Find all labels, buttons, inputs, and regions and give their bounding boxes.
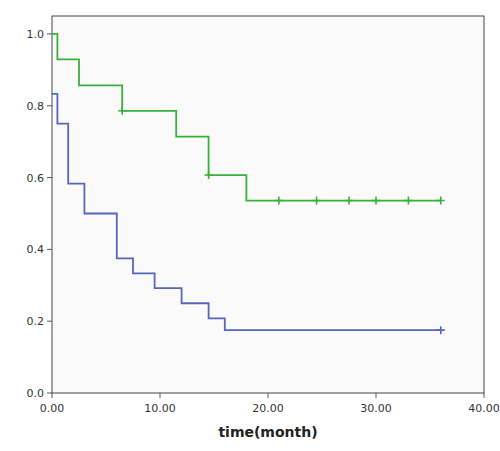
y-tick-label: 1.0 xyxy=(27,28,45,41)
x-tick-label: 20.00 xyxy=(252,402,284,415)
y-tick xyxy=(47,105,52,106)
y-tick xyxy=(47,393,52,394)
censor-mark xyxy=(275,197,283,205)
y-tick-label: 0.6 xyxy=(27,172,45,185)
x-tick-label: 40.00 xyxy=(468,402,500,415)
x-tick xyxy=(52,393,53,398)
x-tick xyxy=(484,393,485,398)
x-tick xyxy=(160,393,161,398)
x-tick-label: 10.00 xyxy=(144,402,176,415)
censor-mark xyxy=(313,197,321,205)
step-line xyxy=(52,34,441,201)
censor-mark xyxy=(345,197,353,205)
y-tick xyxy=(47,177,52,178)
y-tick-label: 0.2 xyxy=(27,315,45,328)
y-tick-label: 0.8 xyxy=(27,100,45,113)
censor-mark xyxy=(404,197,412,205)
censor-mark xyxy=(205,171,213,179)
y-tick xyxy=(47,249,52,250)
series-group xyxy=(52,34,445,334)
censor-mark xyxy=(437,326,445,334)
y-tick xyxy=(47,321,52,322)
x-axis-label: time(month) xyxy=(218,424,317,440)
censor-mark xyxy=(372,197,380,205)
y-tick-label: 0.4 xyxy=(27,243,45,256)
x-tick xyxy=(376,393,377,398)
y-tick-label: 0.0 xyxy=(27,387,45,400)
x-tick-label: 0.00 xyxy=(40,402,65,415)
x-tick-label: 30.00 xyxy=(360,402,392,415)
plot-frame xyxy=(52,16,484,393)
censor-mark xyxy=(437,197,445,205)
chart: 0.00 10.00 20.00 30.00 40.00 0.0 0.2 0.4 0.6 0.8 1… xyxy=(0,0,500,451)
y-tick xyxy=(47,33,52,34)
x-tick xyxy=(268,393,269,398)
censor-mark xyxy=(118,107,126,115)
plot-area xyxy=(52,16,484,393)
step-line xyxy=(52,94,441,330)
